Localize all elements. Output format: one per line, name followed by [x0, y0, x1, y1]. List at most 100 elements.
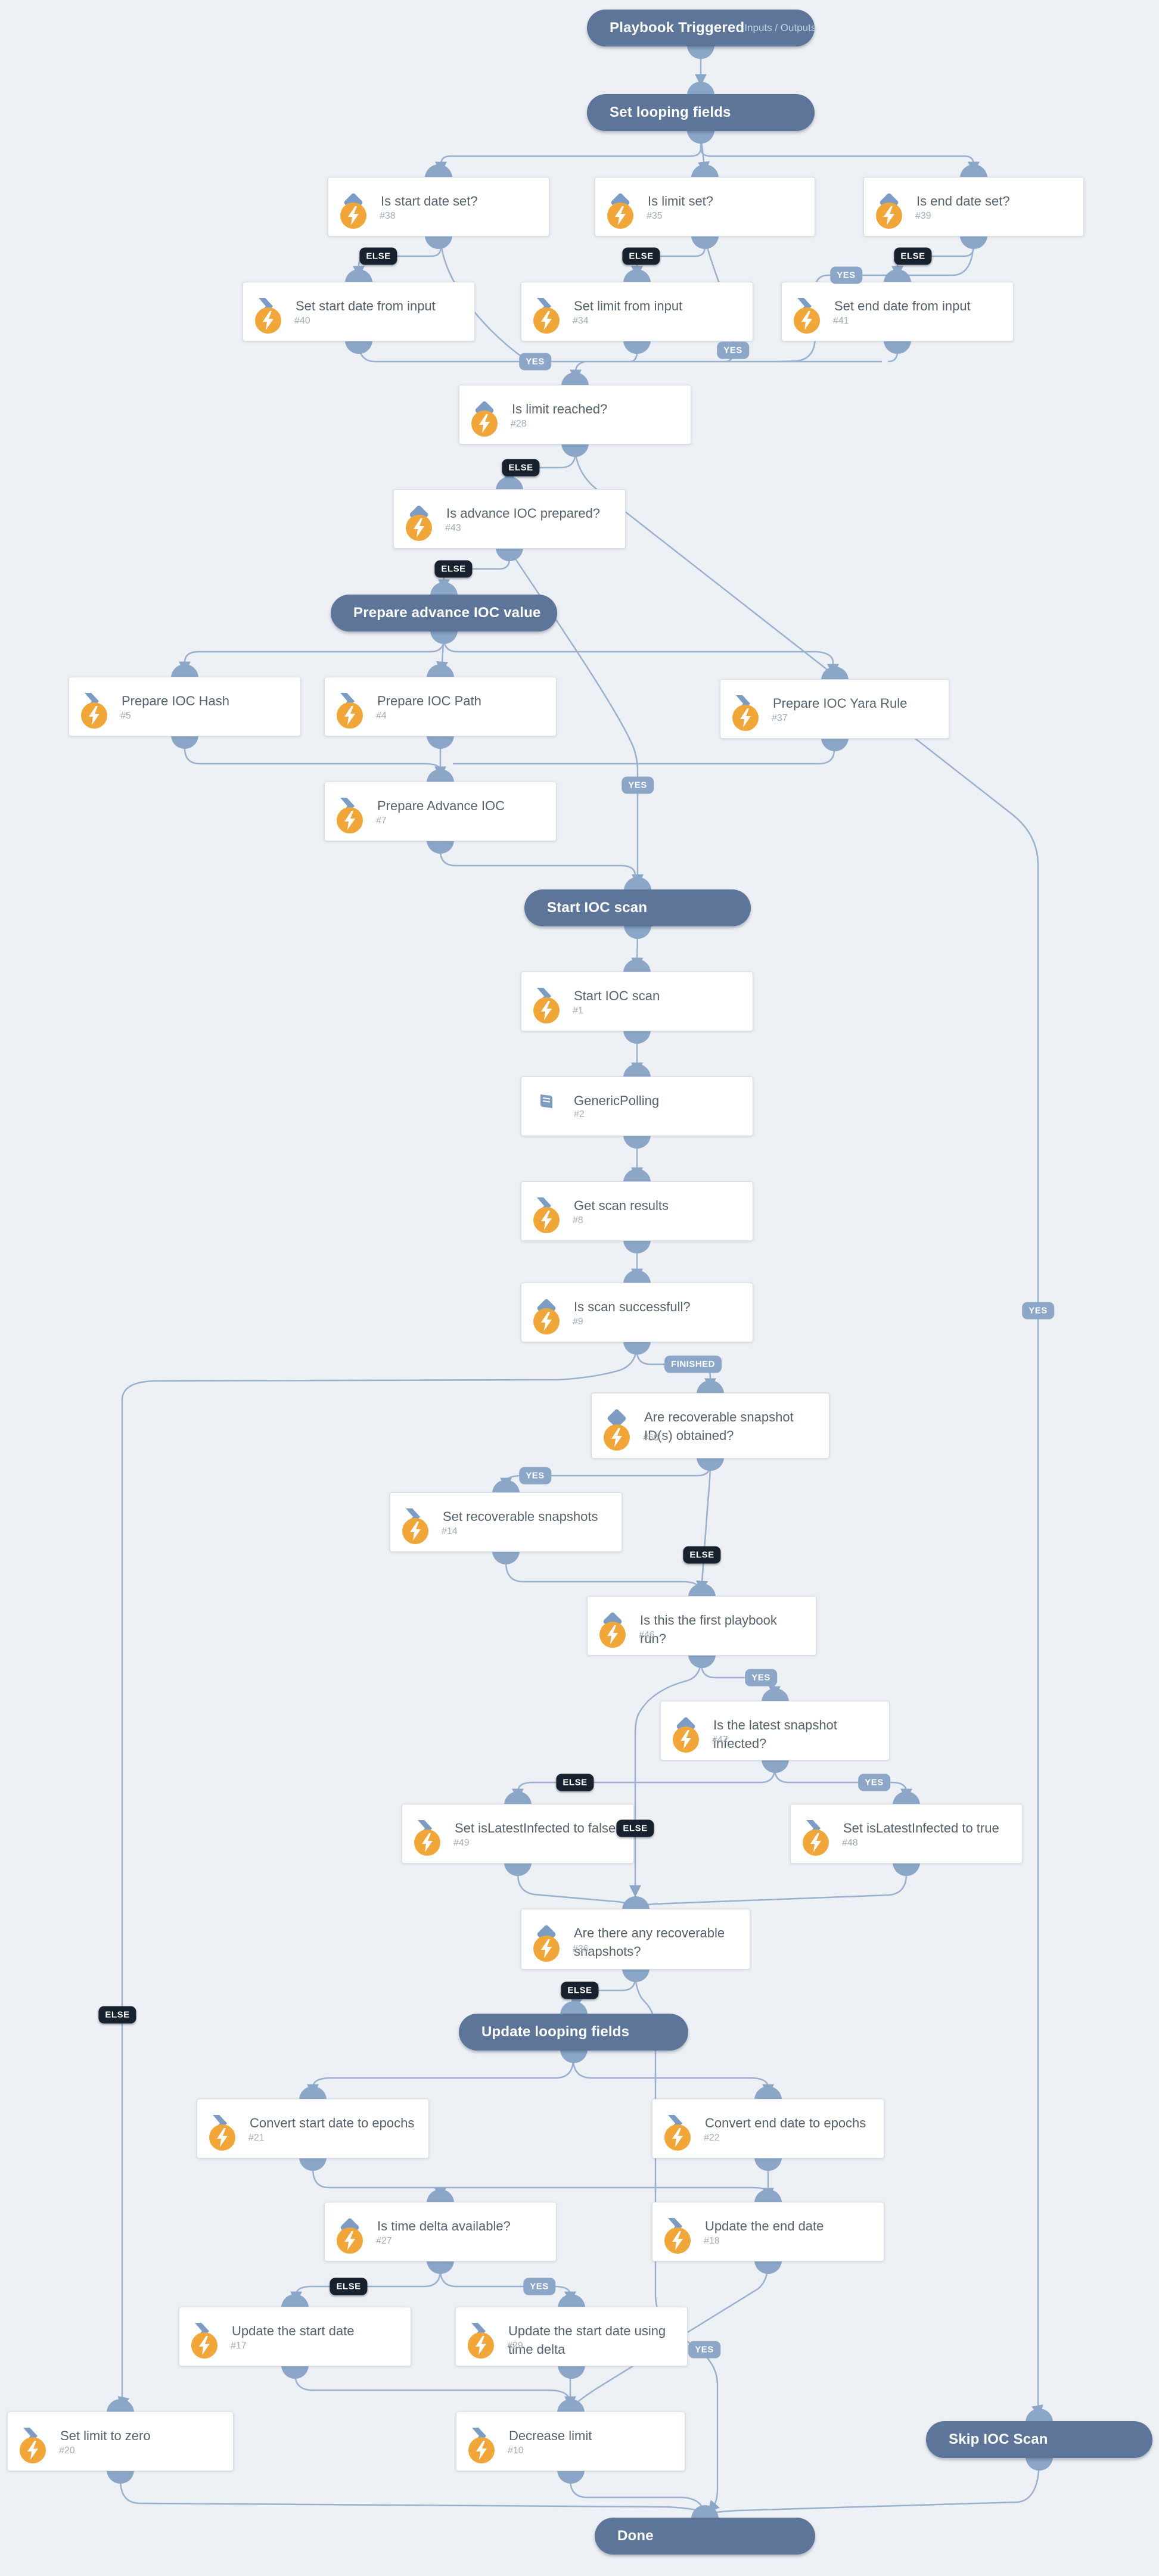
task-title: Is scan successfull?: [574, 1299, 691, 1314]
node-is-scan-successfull[interactable]: Is scan successfull? #9: [521, 1283, 753, 1342]
node-prepare-ioc-hash[interactable]: Prepare IOC Hash #5: [69, 677, 301, 736]
else-edge-badge: ELSE: [434, 560, 473, 578]
node-prepare-ioc-path[interactable]: Prepare IOC Path #4: [324, 677, 557, 736]
task-title: Are recoverable snapshot ID(s) obtained?: [644, 1410, 794, 1443]
task-number: #10: [508, 2446, 524, 2456]
automation-bolt-icon: [337, 702, 363, 729]
node-get-scan-results[interactable]: Get scan results #8: [521, 1181, 753, 1241]
inputs-outputs-link[interactable]: Inputs / Outputs: [744, 22, 816, 33]
task-title: Set limit from input: [574, 298, 683, 313]
yes-edge-badge: YES: [717, 341, 749, 359]
node-prepare-ioc-yara-rule[interactable]: Prepare IOC Yara Rule #37: [720, 679, 949, 739]
node-is-time-delta-available[interactable]: Is time delta available? #27: [324, 2202, 557, 2261]
task-title: Is advance IOC prepared?: [446, 506, 601, 521]
node-prepare-advance-ioc[interactable]: Prepare Advance IOC #7: [324, 782, 557, 841]
task-number: #7: [376, 816, 387, 826]
node-set-limit-to-zero[interactable]: Set limit to zero #20: [7, 2412, 234, 2471]
node-set-islatestinfected-to-false[interactable]: Set isLatestInfected to false #49: [402, 1804, 634, 1863]
node-is-this-the-first-playbook-run[interactable]: Is this the first playbook run? #46: [587, 1596, 816, 1656]
else-edge-badge: ELSE: [683, 1546, 721, 1564]
automation-bolt-icon: [664, 2124, 691, 2151]
node-playbook-triggered[interactable]: Playbook Triggered Inputs / Outputs: [587, 10, 816, 46]
node-skip-ioc-scan[interactable]: Skip IOC Scan: [926, 2421, 1152, 2458]
yes-edge-badge: YES: [745, 1669, 777, 1687]
task-number: #22: [704, 2133, 720, 2143]
automation-bolt-icon: [209, 2124, 235, 2151]
task-title: Is end date set?: [916, 194, 1010, 209]
else-edge-badge: ELSE: [616, 1819, 654, 1837]
yes-edge-badge: YES: [858, 1774, 890, 1791]
node-set-end-date-from-input[interactable]: Set end date from input #41: [781, 282, 1014, 341]
task-number: #38: [380, 211, 396, 221]
else-edge-badge: ELSE: [561, 1981, 599, 1999]
node-is-limit-reached[interactable]: Is limit reached? #28: [459, 385, 691, 444]
automation-bolt-icon: [673, 1726, 699, 1753]
automation-bolt-icon: [794, 307, 820, 334]
task-title: Set recoverable snapshots: [443, 1509, 598, 1524]
node-is-advance-ioc-prepared[interactable]: Is advance IOC prepared? #43: [393, 489, 626, 549]
yes-edge-badge: YES: [622, 776, 654, 794]
node-done[interactable]: Done: [595, 2518, 815, 2555]
task-number: #2: [574, 1109, 585, 1119]
task-title: Set start date from input: [296, 298, 436, 313]
node-set-start-date-from-input[interactable]: Set start date from input #40: [243, 282, 475, 341]
section-title: Skip IOC Scan: [949, 2431, 1048, 2447]
automation-bolt-icon: [468, 2332, 494, 2359]
task-title: Set isLatestInfected to false: [455, 1821, 616, 1835]
else-edge-badge: ELSE: [556, 1774, 594, 1791]
task-number: #21: [248, 2133, 265, 2143]
node-set-islatestinfected-to-true[interactable]: Set isLatestInfected to true #48: [790, 1804, 1023, 1863]
else-edge-badge: ELSE: [622, 247, 660, 265]
task-title: Start IOC scan: [574, 988, 660, 1003]
node-update-the-start-date-using-time-delta[interactable]: Update the start date using time delta #2…: [455, 2307, 688, 2366]
task-number: #41: [833, 316, 849, 326]
task-number: #28: [511, 419, 527, 429]
task-number: #43: [445, 523, 461, 533]
node-is-limit-set[interactable]: Is limit set? #35: [595, 177, 815, 237]
node-set-limit-from-input[interactable]: Set limit from input #34: [521, 282, 753, 341]
task-number: #8: [573, 1215, 583, 1225]
task-number: #14: [442, 1526, 458, 1536]
node-set-looping-fields[interactable]: Set looping fields: [587, 94, 815, 131]
task-title: Is this the first playbook run?: [640, 1613, 777, 1646]
node-decrease-limit[interactable]: Decrease limit #10: [456, 2412, 685, 2471]
automation-bolt-icon: [81, 702, 107, 729]
node-set-recoverable-snapshots[interactable]: Set recoverable snapshots #14: [390, 1492, 622, 1552]
automation-bolt-icon: [604, 1424, 630, 1451]
task-title: Get scan results: [574, 1198, 669, 1213]
node-convert-start-date-to-epochs[interactable]: Convert start date to epochs #21: [197, 2099, 429, 2158]
task-title: Prepare IOC Yara Rule: [773, 696, 908, 711]
node-genericpolling[interactable]: GenericPolling #2: [521, 1077, 753, 1136]
automation-bolt-icon: [337, 2227, 363, 2254]
automation-bolt-icon: [191, 2332, 217, 2359]
node-prepare-advance-ioc-value[interactable]: Prepare advance IOC value: [331, 595, 557, 631]
yes-edge-badge: YES: [523, 2278, 555, 2295]
node-is-the-latest-snapshot-infected[interactable]: Is the latest snapshot infected? #47: [660, 1701, 890, 1760]
task-number: #39: [915, 211, 931, 221]
automation-bolt-icon: [664, 2227, 691, 2254]
yes-edge-badge: YES: [1022, 1302, 1054, 1320]
automation-bolt-icon: [340, 203, 366, 229]
node-update-the-end-date[interactable]: Update the end date #18: [652, 2202, 884, 2261]
else-edge-badge: ELSE: [894, 247, 932, 265]
task-title: Update the end date: [705, 2219, 824, 2233]
task-number: #18: [704, 2236, 720, 2246]
task-number: #29: [507, 2341, 523, 2351]
node-is-start-date-set[interactable]: Is start date set? #38: [328, 177, 549, 237]
task-number: #17: [231, 2341, 247, 2351]
node-start-ioc-scan[interactable]: Start IOC scan #1: [521, 972, 753, 1031]
task-title: Set limit to zero: [60, 2428, 151, 2443]
node-convert-end-date-to-epochs[interactable]: Convert end date to epochs #22: [652, 2099, 884, 2158]
node-are-recoverable-snapshot-ids-obtained[interactable]: Are recoverable snapshot ID(s) obtained?…: [591, 1393, 829, 1458]
task-number: #34: [573, 316, 589, 326]
node-update-looping-fields[interactable]: Update looping fields: [459, 2014, 688, 2051]
node-update-the-start-date[interactable]: Update the start date #17: [179, 2307, 411, 2366]
automation-bolt-icon: [468, 2437, 495, 2463]
task-number: #37: [772, 713, 788, 723]
task-title: Are there any recoverable snapshots?: [574, 1925, 725, 1959]
node-are-there-any-recoverable-snapshots[interactable]: Are there any recoverable snapshots? #36: [521, 1909, 750, 1970]
automation-bolt-icon: [533, 307, 560, 334]
node-start-ioc-scan-section[interactable]: Start IOC scan: [524, 889, 751, 926]
node-is-end-date-set[interactable]: Is end date set? #39: [863, 177, 1084, 237]
